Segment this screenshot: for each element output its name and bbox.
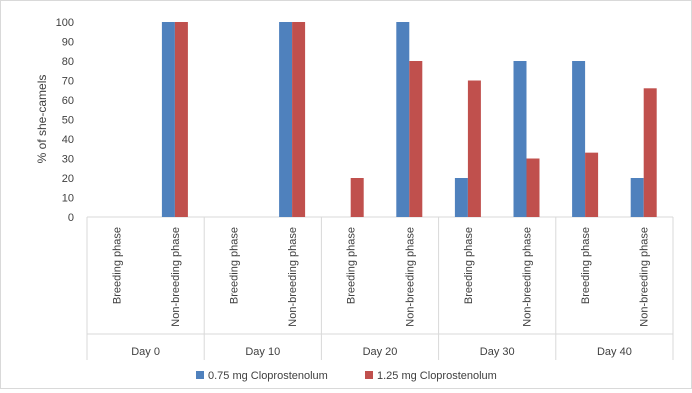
group-label: Day 0 — [131, 346, 160, 358]
y-tick-label: 60 — [62, 95, 74, 107]
legend: 0.75 mg Cloprostenolum 1.25 mg Cloprosten… — [196, 370, 497, 382]
y-tick-label: 30 — [62, 154, 74, 166]
group-label: Day 20 — [363, 346, 398, 358]
bar-series-2 — [467, 80, 481, 217]
y-tick-label: 50 — [62, 115, 74, 127]
bar-series-1 — [161, 22, 175, 217]
group-label: Day 10 — [245, 346, 280, 358]
subcategory-label: Non-breeding phase — [287, 227, 299, 327]
y-tick-label: 40 — [62, 134, 74, 146]
bar-series-2 — [643, 88, 657, 217]
subcategory-label: Non-breeding phase — [639, 227, 651, 327]
bar-series-2 — [409, 61, 423, 217]
legend-swatch — [196, 371, 204, 379]
subcategory-label: Non-breeding phase — [404, 227, 416, 327]
bar-series-2 — [292, 22, 306, 217]
bar-series-1 — [279, 22, 293, 217]
bar-series-2 — [526, 158, 540, 217]
subcategory-label: Breeding phase — [111, 227, 123, 304]
category-labels-layer: Breeding phase Non-breeding phase Breeding… — [111, 227, 650, 358]
bar-series-1 — [513, 61, 527, 217]
y-tick-label: 10 — [62, 193, 74, 205]
y-tick-label: 70 — [62, 76, 74, 88]
bar-series-1 — [396, 22, 410, 217]
subcategory-label: Non-breeding phase — [170, 227, 182, 327]
bars-layer — [161, 22, 657, 217]
y-tick-label: 0 — [68, 212, 74, 224]
subcategory-label: Non-breeding phase — [522, 227, 534, 327]
bar-series-1 — [630, 178, 644, 217]
legend-label: 1.25 mg Cloprostenolum — [377, 370, 497, 382]
group-label: Day 40 — [597, 346, 632, 358]
y-tick-label: 100 — [56, 17, 74, 29]
bar-series-1 — [454, 178, 468, 217]
subcategory-label: Breeding phase — [463, 227, 475, 304]
y-tick-label: 20 — [62, 173, 74, 185]
y-tick-label: 90 — [62, 37, 74, 49]
subcategory-label: Breeding phase — [229, 227, 241, 304]
bar-series-2 — [585, 152, 599, 217]
bar-series-1 — [572, 61, 586, 217]
legend-swatch — [365, 371, 373, 379]
axes-layer: 0 10 20 30 40 50 60 70 80 90 100 — [56, 17, 674, 360]
bar-series-2 — [350, 178, 364, 217]
bar-series-2 — [174, 22, 188, 217]
y-axis-label: % of she-camels — [35, 75, 49, 164]
y-tick-label: 80 — [62, 56, 74, 68]
subcategory-label: Breeding phase — [346, 227, 358, 304]
group-label: Day 30 — [480, 346, 515, 358]
legend-label: 0.75 mg Cloprostenolum — [208, 370, 328, 382]
subcategory-label: Breeding phase — [580, 227, 592, 304]
